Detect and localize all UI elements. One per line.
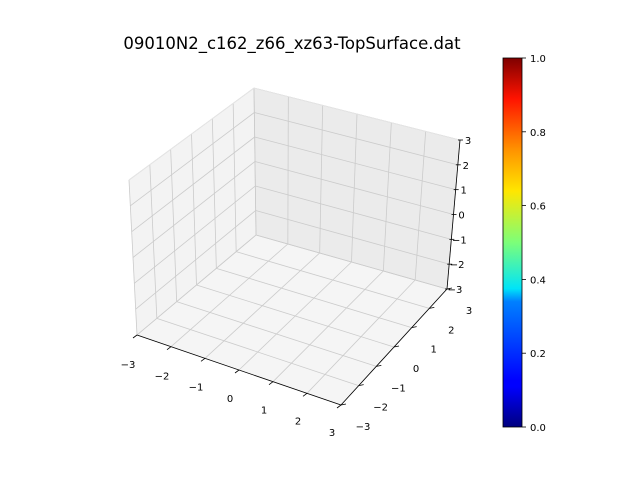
y-grid-line	[216, 267, 412, 329]
z-tick-label: 1	[460, 186, 466, 197]
z-grid-line	[254, 112, 458, 166]
z-axis-ticks: −3 −2 −1 0 1 2 3	[445, 136, 471, 296]
z-grid-line	[132, 161, 256, 258]
x-tick-label: −2	[155, 371, 170, 382]
x-axis-ticks: −3 −2 −1 0 1 2 3	[121, 334, 342, 439]
colorbar-tick-label: 0.0	[530, 423, 546, 434]
x-tick-mark	[302, 393, 308, 397]
x-tick-mark	[200, 358, 206, 362]
x-tick-label: −1	[189, 383, 204, 394]
z-tick-label: 2	[463, 161, 469, 172]
z-tick-label: −3	[448, 285, 463, 296]
y-tick-label: 3	[466, 306, 472, 317]
colorbar-tick-label: 0.4	[530, 275, 546, 286]
y-tick-label: −2	[373, 403, 388, 414]
grid-lines	[128, 87, 461, 406]
x-tick-mark	[166, 346, 172, 350]
colorbar: 0.0 0.2 0.4 0.6 0.8 1.0	[502, 54, 546, 434]
y-grid-line	[176, 301, 377, 367]
y-tick-mark	[411, 326, 417, 329]
z-grid-line	[255, 210, 450, 265]
x-tick-mark	[132, 334, 138, 339]
pane-edges	[128, 87, 461, 181]
z-grid-line	[130, 112, 255, 207]
z-grid-line	[254, 136, 456, 191]
z-grid-line	[255, 185, 452, 240]
z-grid-line	[135, 210, 256, 310]
y-tick-mark	[393, 345, 400, 348]
x-tick-label: 0	[227, 394, 233, 405]
y-tick-mark	[358, 384, 364, 387]
z-grid-line	[136, 234, 257, 336]
z-grid-line	[255, 234, 448, 290]
z-tick-label: −1	[452, 235, 467, 246]
y-tick-label: 0	[413, 364, 419, 375]
y-grid-line	[236, 251, 430, 309]
colorbar-tick-label: 0.6	[530, 202, 546, 213]
z-tick-label: −2	[450, 260, 465, 271]
y-tick-label: −3	[356, 422, 371, 433]
y-tick-label: 2	[448, 325, 454, 336]
z-tick-label: 3	[465, 136, 471, 147]
colorbar-tick-label: 0.2	[530, 349, 546, 360]
x-tick-label: 3	[329, 428, 335, 439]
x-tick-mark	[336, 404, 342, 409]
x-tick-mark	[268, 381, 274, 385]
y-tick-mark	[376, 364, 382, 367]
x-tick-label: 2	[295, 417, 301, 428]
z-grid-line	[254, 161, 454, 215]
y-grid-line	[196, 284, 395, 348]
colorbar-ticks: 0.0 0.2 0.4 0.6 0.8 1.0	[522, 54, 546, 434]
y-grid-line	[156, 317, 359, 387]
x-tick-label: 1	[261, 405, 267, 416]
colorbar-gradient	[502, 57, 523, 428]
z-tick-label: 0	[458, 211, 464, 222]
colorbar-tick-label: 0.8	[530, 128, 546, 139]
y-tick-mark	[340, 403, 347, 406]
x-tick-label: −3	[121, 360, 136, 371]
z-grid-line	[134, 185, 256, 284]
z-grid-line	[131, 136, 255, 232]
y-tick-label: −1	[391, 383, 406, 394]
y-tick-mark	[429, 306, 435, 309]
x-tick-mark	[234, 369, 240, 374]
colorbar-tick-label: 1.0	[530, 54, 546, 65]
y-tick-label: 1	[430, 345, 436, 356]
chart-title: 09010N2_c162_z66_xz63-TopSurface.dat	[123, 34, 461, 54]
